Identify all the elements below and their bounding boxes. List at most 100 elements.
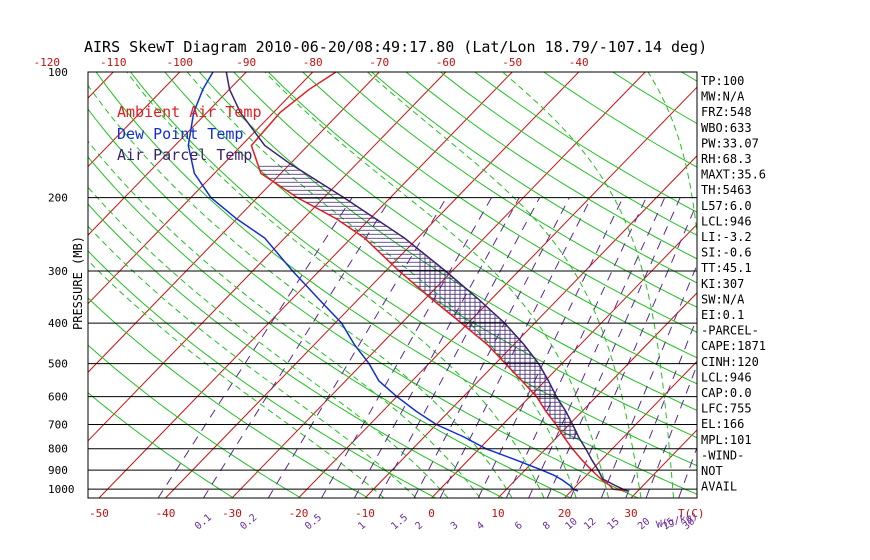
dry-adiabat — [88, 108, 639, 498]
index-line: MW:N/A — [701, 90, 745, 104]
dry-adiabat — [371, 72, 697, 284]
index-line: LCL:946 — [701, 370, 752, 384]
dry-adiabat — [302, 72, 697, 333]
index-line: MPL:101 — [701, 433, 752, 447]
top-temp-tick-label: -110 — [100, 56, 127, 69]
mixing-ratio-line — [625, 316, 697, 498]
legend: Ambient Air Temp Dew Point Temp Air Parc… — [117, 103, 262, 164]
dry-adiabat — [88, 297, 369, 498]
dry-adiabat — [233, 72, 697, 385]
bottom-temp-tick-label: -20 — [289, 507, 309, 520]
plot-frame — [87, 71, 698, 499]
dry-adiabat — [199, 72, 697, 411]
top-temp-tick-label: -80 — [303, 56, 323, 69]
index-line: KI:307 — [701, 277, 744, 291]
mixing-ratio-line — [505, 197, 647, 498]
bottom-temp-tick-label: -30 — [222, 507, 242, 520]
mixing-ratio-tick-label: 0.1 — [193, 512, 214, 532]
dry-adiabat — [405, 72, 697, 260]
index-line: -PARCEL- — [701, 324, 759, 338]
legend-dewpoint: Dew Point Temp — [117, 125, 243, 143]
bottom-temp-tick-label: -50 — [89, 507, 109, 520]
mixing-ratio-line — [413, 197, 570, 498]
top-temp-tick-label: -60 — [436, 56, 456, 69]
bottom-temp-tick-label: 20 — [558, 507, 571, 520]
dry-adiabat — [95, 72, 697, 495]
legend-ambient: Ambient Air Temp — [117, 103, 262, 121]
bottom-temp-tick-label: -40 — [156, 507, 176, 520]
bottom-temp-tick-label: 10 — [491, 507, 504, 520]
pressure-tick-label: 900 — [48, 464, 68, 477]
mixing-ratio-line — [600, 263, 697, 498]
mixing-ratio-tick-label: 2 — [413, 520, 425, 532]
moist-adiabat — [367, 72, 642, 498]
dry-adiabat — [88, 156, 571, 498]
top-temp-tick-label: -90 — [236, 56, 256, 69]
profiles — [187, 72, 629, 492]
pressure-tick-label: 1000 — [48, 483, 75, 496]
moist-adiabat — [186, 72, 577, 498]
top-temp-tick-label: -100 — [166, 56, 193, 69]
moist-adiabat — [88, 225, 417, 498]
dry-adiabat — [336, 72, 697, 308]
dry-adiabat — [819, 72, 870, 498]
index-line: LFC:755 — [701, 402, 752, 416]
mixing-ratio-tick-label: 1 — [356, 520, 368, 532]
index-line: CAPE:1871 — [701, 339, 766, 353]
index-line: PW:33.07 — [701, 136, 759, 150]
index-line: WBO:633 — [701, 121, 752, 135]
index-line: MAXT:35.6 — [701, 168, 766, 182]
mixing-ratio-line — [570, 201, 697, 498]
y-axis-label: PRESSURE (MB) — [71, 236, 85, 330]
mixing-ratio-tick-label: 12 — [582, 516, 598, 532]
index-line: TT:45.1 — [701, 261, 752, 275]
index-line: AVAIL — [701, 480, 737, 494]
pressure-tick-label: 600 — [48, 391, 68, 404]
index-line: SI:-0.6 — [701, 246, 752, 260]
bottom-temp-tick-label: -10 — [355, 507, 375, 520]
index-line: -WIND- — [701, 448, 744, 462]
mixing-ratio-tick-label: 8 — [541, 520, 553, 532]
pressure-tick-label: 500 — [48, 358, 68, 371]
dry-adiabat — [88, 392, 234, 498]
index-line: LCL:946 — [701, 214, 752, 228]
dry-adiabat — [88, 250, 437, 498]
dry-adiabat — [88, 203, 504, 498]
mixing-ratio-line — [378, 197, 541, 498]
isotherm — [88, 72, 247, 236]
dry-adiabat — [88, 344, 302, 498]
pressure-tick-label: 700 — [48, 419, 68, 432]
top-temp-tick-label: -40 — [569, 56, 589, 69]
mixing-ratio-tick-label: 3 — [449, 520, 461, 532]
isotherm — [298, 86, 697, 498]
index-line: CINH:120 — [701, 355, 759, 369]
moist-adiabat — [88, 186, 449, 498]
index-line: SW:N/A — [701, 292, 745, 306]
dewpoint-line — [187, 72, 579, 492]
index-line: EI:0.1 — [701, 308, 744, 322]
mixing-ratio-tick-label: 4 — [475, 520, 487, 532]
bottom-temp-tick-label: 0 — [428, 507, 435, 520]
ambient-temp-line — [250, 72, 628, 492]
mixing-ratio-line — [477, 197, 624, 498]
index-line: TH:5463 — [701, 183, 752, 197]
mixing-ratio-line — [157, 197, 353, 498]
bottom-temp-tick-label: 30 — [624, 507, 637, 520]
isotherm — [88, 72, 314, 305]
mixing-ratio-tick-label: 15 — [605, 516, 621, 532]
isotherm — [88, 72, 380, 373]
mixing-ratio-tick-label: 1.5 — [389, 512, 410, 532]
moist-adiabat — [126, 72, 545, 498]
dry-adiabat — [751, 72, 870, 498]
top-temp-tick-label: -120 — [33, 56, 60, 69]
isotherm — [431, 223, 697, 498]
index-line: LI:-3.2 — [701, 230, 752, 244]
isotherm — [88, 72, 447, 442]
index-line: L57:6.0 — [701, 199, 752, 213]
isotherm — [564, 360, 697, 498]
index-line: TP:100 — [701, 74, 744, 88]
moist-adiabat — [647, 72, 697, 240]
chart-title: AIRS SkewT Diagram 2010-06-20/08:49:17.8… — [84, 38, 707, 56]
index-line: CAP:0.0 — [701, 386, 752, 400]
